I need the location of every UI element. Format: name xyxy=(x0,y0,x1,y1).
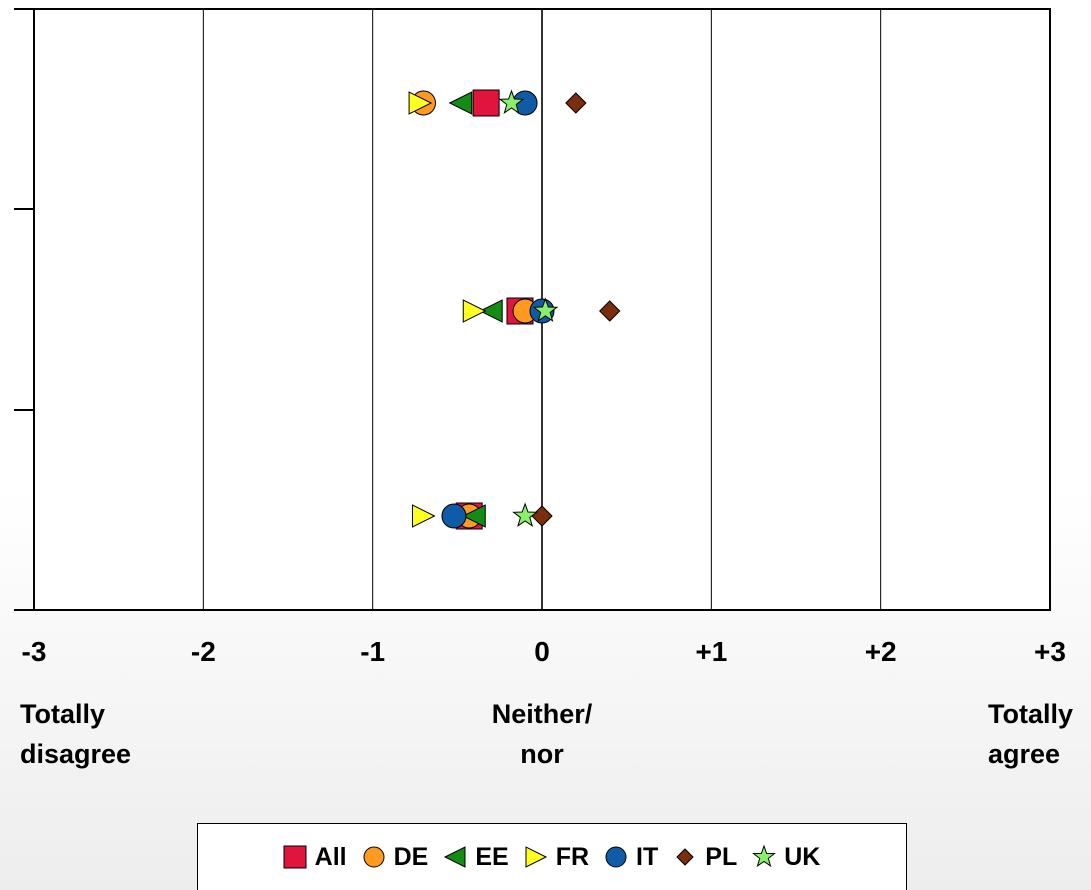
legend-symbol xyxy=(676,848,694,866)
data-point xyxy=(532,297,559,323)
legend-marker xyxy=(444,846,466,868)
anchor-label-line: Totally xyxy=(987,699,1073,729)
legend-item: EE xyxy=(442,843,510,872)
legend: All DE EE FR IT PL UK xyxy=(197,823,907,890)
series-ee xyxy=(448,91,503,528)
data-point xyxy=(565,92,587,114)
legend-marker xyxy=(752,844,777,868)
legend-label: PL xyxy=(705,842,738,871)
data-point xyxy=(472,89,500,117)
legend-item: All xyxy=(282,843,349,872)
anchor-label-line: agree xyxy=(987,739,1061,769)
data-point xyxy=(462,504,486,528)
plot-border xyxy=(33,8,1051,611)
legend-item: IT xyxy=(603,843,660,872)
scale-anchor-label: Totally disagree xyxy=(20,694,131,774)
x-tick-label: +3 xyxy=(1034,636,1066,667)
x-tick-label: +1 xyxy=(695,636,728,667)
data-point xyxy=(462,299,487,323)
legend-label: UK xyxy=(784,842,821,871)
data-point xyxy=(448,91,473,115)
legend-label: All xyxy=(314,842,347,871)
legend-symbol xyxy=(605,846,627,868)
data-point xyxy=(408,91,433,115)
legend-label: DE xyxy=(393,842,429,871)
data-point xyxy=(411,504,436,528)
data-point xyxy=(512,502,539,527)
scale-anchor-label: Totally agree xyxy=(988,694,1073,774)
legend-label: IT xyxy=(636,842,659,871)
legend-marker xyxy=(605,846,627,868)
legend-item: DE xyxy=(361,843,431,872)
x-tick-label: -1 xyxy=(360,636,386,667)
data-point xyxy=(498,89,525,114)
legend-item: PL xyxy=(672,843,739,872)
legend-symbol xyxy=(525,846,547,868)
legend-marker xyxy=(525,846,547,868)
legend-symbol xyxy=(363,846,385,868)
x-tick-label: +2 xyxy=(864,636,897,667)
legend-symbol xyxy=(444,846,466,868)
anchor-label-line: nor xyxy=(520,739,564,769)
anchor-label-line: disagree xyxy=(20,739,132,769)
scale-anchor-label: Neither/nor xyxy=(442,694,642,774)
legend-symbol xyxy=(752,844,777,868)
data-point xyxy=(441,503,467,529)
anchor-label-line: Neither/ xyxy=(491,699,593,729)
legend-symbol xyxy=(283,845,307,869)
legend-label: FR xyxy=(555,842,590,871)
series-fr xyxy=(408,91,487,528)
series-uk xyxy=(498,89,559,527)
legend-marker xyxy=(363,846,385,868)
legend-marker xyxy=(676,848,694,866)
legend-label: EE xyxy=(475,842,509,871)
data-point xyxy=(479,299,503,323)
x-tick-label: -3 xyxy=(21,636,47,667)
legend-item: UK xyxy=(751,843,822,872)
x-tick-label: -2 xyxy=(190,636,216,667)
legend-marker xyxy=(283,845,307,869)
series-pl xyxy=(531,92,621,527)
x-tick-label: 0 xyxy=(534,636,550,667)
anchor-label-line: Totally xyxy=(20,699,106,729)
data-point xyxy=(599,300,621,322)
legend-item: FR xyxy=(523,843,591,872)
